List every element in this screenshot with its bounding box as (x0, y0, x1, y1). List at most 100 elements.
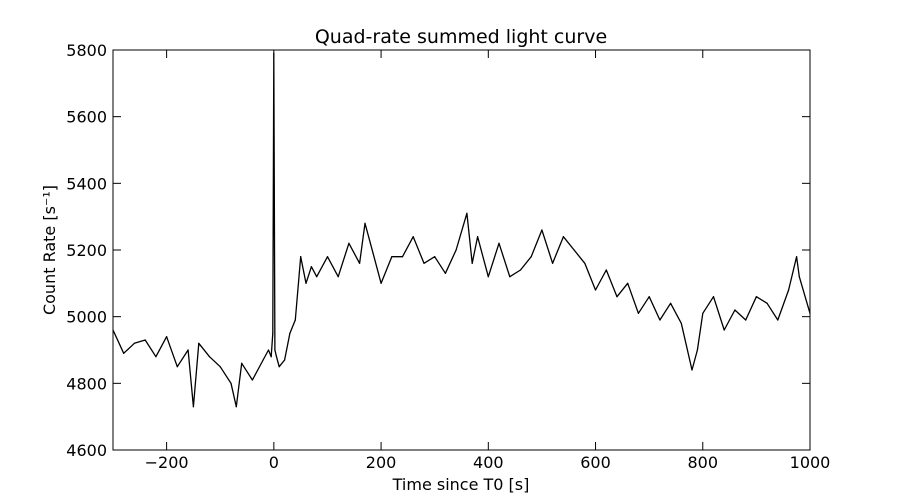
data-point (734, 309, 736, 311)
plot-area (113, 50, 810, 450)
x-tick-label: −200 (145, 453, 189, 472)
data-point (123, 352, 125, 354)
data-point (412, 236, 414, 238)
x-tick-label: 1000 (790, 453, 831, 472)
data-point (380, 282, 382, 284)
x-tick-label: 0 (269, 453, 279, 472)
data-point (423, 262, 425, 264)
data-point (300, 256, 302, 258)
x-tick-label: 600 (580, 453, 611, 472)
data-point (702, 312, 704, 314)
data-point (477, 236, 479, 238)
y-tick-label: 5200 (66, 241, 107, 260)
y-tick-label: 5000 (66, 308, 107, 327)
data-point (369, 242, 371, 244)
data-point (798, 276, 800, 278)
data-point (487, 276, 489, 278)
y-tick-label: 5800 (66, 41, 107, 60)
data-point (401, 256, 404, 258)
data-point (270, 356, 272, 358)
y-tick-label: 5400 (66, 174, 107, 193)
data-point (723, 329, 725, 331)
y-tick-label: 5600 (66, 108, 107, 127)
data-point (712, 296, 715, 298)
data-point (519, 269, 522, 271)
tick-layer: −200 0 200 400 600 800 1000 4600 4800 5000 5200 540… (66, 41, 830, 472)
x-tick-label: 800 (687, 453, 718, 472)
data-point (359, 262, 361, 264)
data-point (198, 342, 200, 344)
data-point (796, 256, 798, 258)
data-point (627, 282, 629, 284)
data-point (434, 256, 436, 258)
data-point (541, 229, 543, 231)
data-point (552, 262, 554, 264)
data-point (284, 359, 286, 361)
y-axis-label: Count Rate [s⁻¹] (40, 185, 59, 315)
data-point (498, 242, 500, 244)
data-point (573, 249, 575, 251)
x-tick-label: 200 (366, 453, 397, 472)
data-point (155, 356, 157, 358)
data-point (337, 276, 339, 278)
data-point (166, 336, 168, 338)
data-point (235, 406, 237, 408)
data-point (275, 356, 278, 358)
x-tick-label: 400 (473, 453, 504, 472)
data-point (509, 276, 511, 278)
data-point (444, 272, 446, 274)
data-point (777, 319, 779, 321)
data-point (262, 359, 264, 361)
data-point (241, 362, 243, 364)
data-point (659, 319, 661, 321)
data-point (648, 296, 650, 298)
data-point (176, 366, 178, 368)
y-tick-label: 4800 (66, 374, 107, 393)
data-point (310, 266, 312, 268)
data-point (471, 262, 473, 264)
data-point (192, 406, 194, 408)
data-point (230, 382, 232, 384)
data-point (274, 349, 276, 351)
data-point (294, 319, 296, 321)
data-point (696, 349, 699, 351)
data-point (680, 322, 682, 324)
data-point (267, 349, 270, 351)
data-point (530, 256, 532, 258)
y-tick-label: 4600 (66, 441, 107, 460)
data-point (766, 302, 768, 304)
data-point (348, 242, 350, 244)
data-point (326, 256, 329, 258)
data-point (133, 342, 135, 344)
data-point (691, 369, 693, 371)
data-point (466, 212, 468, 214)
data-point (455, 249, 457, 251)
data-point (637, 312, 640, 314)
plot-frame (112, 49, 811, 451)
data-point (208, 356, 211, 358)
data-point (562, 236, 565, 238)
chart-title: Quad-rate summed light curve (315, 26, 607, 48)
data-point (584, 262, 586, 264)
data-point (144, 339, 146, 341)
data-point (391, 256, 393, 258)
data-point (219, 366, 221, 368)
series-layer (112, 52, 811, 408)
data-point (187, 349, 189, 351)
data-point (316, 276, 318, 278)
data-point (605, 269, 607, 271)
x-axis-label: Time since T0 [s] (392, 475, 530, 494)
data-point (594, 289, 597, 291)
data-point (305, 282, 307, 284)
data-point (616, 296, 618, 298)
data-point (670, 302, 672, 304)
data-point (745, 319, 747, 321)
data-point (272, 332, 274, 334)
data-point (755, 296, 758, 298)
data-point (364, 222, 366, 224)
data-point (278, 366, 280, 368)
data-point (788, 289, 790, 291)
data-point (289, 332, 291, 334)
data-point (251, 379, 253, 381)
